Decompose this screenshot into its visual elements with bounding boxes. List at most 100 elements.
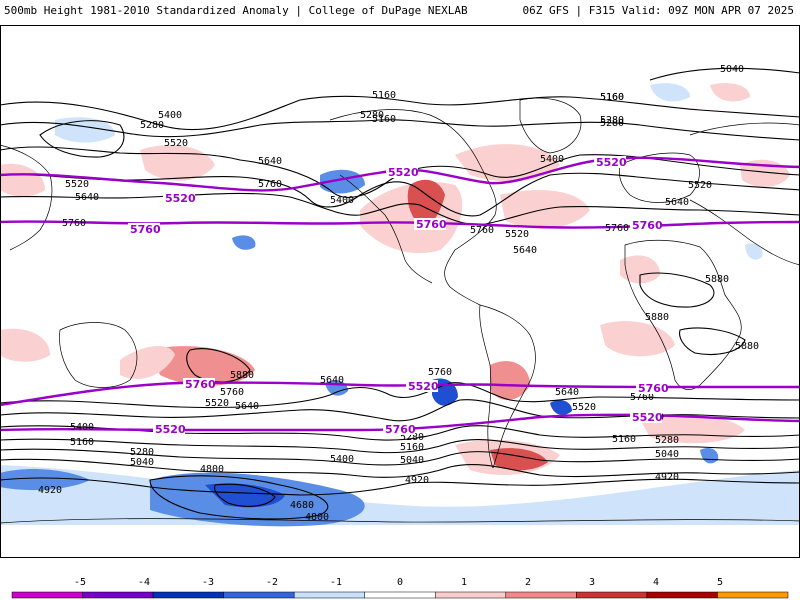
contour-label: 5400 xyxy=(540,154,564,165)
contour-label: 5160 xyxy=(400,442,424,453)
contour-label: 5640 xyxy=(75,192,99,203)
contour-north-pacific-trough xyxy=(39,120,125,158)
highlight-label-bg xyxy=(383,423,415,435)
colorbar-segment xyxy=(152,591,224,599)
highlight-label: 5760 xyxy=(416,218,447,231)
contour-5160-north xyxy=(0,95,800,131)
contour-label: 5760 xyxy=(605,223,629,234)
coastline-africa xyxy=(624,239,742,390)
colorbar-tick-label: 0 xyxy=(397,577,403,588)
highlight-label: 5760 xyxy=(385,423,416,436)
contour-label: 5760 xyxy=(428,367,452,378)
contour-5880-africa xyxy=(639,272,715,308)
contour-label: 4920 xyxy=(38,485,62,496)
contour-label: 5280 xyxy=(360,110,384,121)
anomaly-positive-west-pacific xyxy=(0,163,45,197)
contour-label: 5760 xyxy=(630,392,654,403)
highlight-label-bg xyxy=(153,423,185,435)
colorbar-tick-label: 5 xyxy=(717,577,723,588)
contour-label: 5640 xyxy=(258,156,282,167)
highlight-label: 5520 xyxy=(155,423,186,436)
highlight-label-bg xyxy=(630,411,662,423)
anomaly-positive-south-america xyxy=(490,361,530,401)
contour-label: 4920 xyxy=(405,475,429,486)
contour-label: 5520 xyxy=(505,229,529,240)
contour-label: 5520 xyxy=(572,402,596,413)
anomaly-positive-south-pacific xyxy=(150,346,255,386)
colorbar-tick-label: -3 xyxy=(202,577,214,588)
colorbar-tick-label: 1 xyxy=(461,577,467,588)
colorbar-segment xyxy=(364,591,436,599)
contour-label: 5160 xyxy=(600,92,624,103)
highlight-label: 5520 xyxy=(165,192,196,205)
contour-label: 5040 xyxy=(720,64,744,75)
contour-5640-south xyxy=(0,382,800,409)
anomaly-positive-africa xyxy=(620,255,660,284)
highlight-label-bg xyxy=(163,192,195,204)
anomaly-negative-south-atlantic xyxy=(550,400,572,415)
highlight-label-bg xyxy=(386,166,418,178)
contour-label: 5760 xyxy=(220,387,244,398)
highlight-label: 5760 xyxy=(638,382,669,395)
contour-label: 5280 xyxy=(130,447,154,458)
coastline-east-asia xyxy=(0,144,53,251)
header: 500mb Height 1981-2010 Standardized Anom… xyxy=(0,0,800,22)
highlight-label: 5760 xyxy=(185,378,216,391)
run-valid-time: 06Z GFS | F315 Valid: 09Z MON APR 07 202… xyxy=(522,4,794,17)
contour-label: 4920 xyxy=(655,472,679,483)
contour-label: 5280 xyxy=(655,435,679,446)
contour-label: 5880 xyxy=(705,274,729,285)
contour-label: 5040 xyxy=(400,455,424,466)
map-background xyxy=(0,25,800,558)
contour-label: 4680 xyxy=(290,500,314,511)
colorbar-segment xyxy=(11,591,83,599)
contour-label: 5760 xyxy=(258,179,282,190)
highlight-label: 5520 xyxy=(408,380,439,393)
contour-5520-north xyxy=(0,172,800,217)
contour-label: 5040 xyxy=(130,457,154,468)
contour-label: 5640 xyxy=(235,401,259,412)
contour-label: 5880 xyxy=(735,341,759,352)
colorbar-segments xyxy=(11,591,789,599)
contour-label: 5520 xyxy=(65,179,89,190)
coastline-south-america-west xyxy=(479,304,494,469)
contour-label: 5160 xyxy=(70,437,94,448)
contour-label: 5160 xyxy=(600,92,624,103)
contour-5280-north xyxy=(0,119,800,141)
contour-label: 5520 xyxy=(164,138,188,149)
contour-4680-south xyxy=(214,483,276,507)
contour-5280-south xyxy=(0,438,800,454)
contour-label: 4800 xyxy=(200,464,224,475)
highlight-label-bg xyxy=(630,219,662,231)
contour-5040-south xyxy=(0,458,800,478)
colorbar-segment xyxy=(293,591,365,599)
contour-label: 5520 xyxy=(688,180,712,191)
highlight-label: 5760 xyxy=(130,223,161,236)
map-title: 500mb Height 1981-2010 Standardized Anom… xyxy=(4,4,468,17)
highlight-label: 5520 xyxy=(388,166,419,179)
highlight-label-bg xyxy=(128,223,160,235)
contour-label: 5280 xyxy=(600,118,624,129)
highlight-5520-south xyxy=(0,413,800,432)
coastline-antarctica xyxy=(0,518,800,524)
colorbar: -5 -4 -3 -2 -1 0 1 2 3 4 5 xyxy=(11,577,789,599)
coastline-north-america xyxy=(329,109,497,306)
contour-4800-south xyxy=(149,475,329,520)
contour-5160-south xyxy=(0,448,800,466)
height-contours xyxy=(0,67,800,520)
highlight-label: 5760 xyxy=(632,219,663,232)
contour-label: 5400 xyxy=(158,110,182,121)
colorbar-segment xyxy=(223,591,295,599)
highlight-label: 5520 xyxy=(632,411,663,424)
contour-5520-south xyxy=(0,399,800,422)
contour-label: 5880 xyxy=(230,370,254,381)
contour-label: 5040 xyxy=(655,449,679,460)
colorbar-tick-label: -5 xyxy=(74,577,86,588)
highlight-label-bg xyxy=(183,378,215,390)
contour-5640-north xyxy=(0,192,800,226)
anomaly-positive-north-america-core xyxy=(407,179,445,226)
contour-label: 5640 xyxy=(513,245,537,256)
anomaly-negative-east-africa xyxy=(745,243,763,260)
coastline-australia xyxy=(59,322,138,388)
